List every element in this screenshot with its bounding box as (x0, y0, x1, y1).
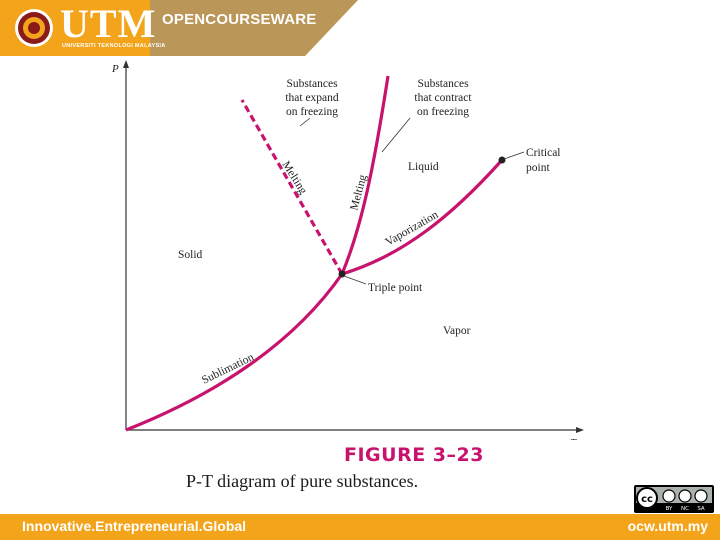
contract-label-2: that contract (414, 92, 472, 104)
contract-label-1: Substances (417, 78, 469, 90)
header-bar: UTM UNIVERSITI TEKNOLOGI MALAYSIA OPENCO… (0, 0, 720, 56)
expand-leader (299, 117, 311, 127)
footer-tagline: Innovative.Entrepreneurial.Global (22, 518, 247, 534)
sublimation-curve (125, 273, 344, 432)
melting-curve-expand (240, 99, 344, 275)
vaporization-curve (341, 158, 504, 276)
utm-seal-icon (15, 9, 53, 47)
critical-label-1: Critical (526, 147, 561, 159)
header-gray-shape (150, 0, 358, 56)
cc-sa-text: SA (697, 506, 705, 512)
diagram-labels: Substances that expand on freezing Subst… (178, 78, 561, 387)
t-axis-label: T (570, 437, 577, 440)
figure-title: FIGURE 3–23 (344, 444, 484, 466)
melting-curve-contract (340, 75, 390, 275)
contract-leader (381, 117, 411, 153)
cc-by-text: BY (666, 506, 673, 512)
expand-label-3: on freezing (286, 106, 338, 118)
sublimation-label: Sublimation (200, 351, 256, 387)
figure-caption: P-T diagram of pure substances. (186, 471, 419, 491)
cc-nc-text: NC (681, 506, 689, 512)
melting-dashed-label: Melting (279, 159, 309, 196)
liquid-label: Liquid (408, 161, 439, 173)
vapor-label: Vapor (443, 325, 471, 337)
t-axis-arrow (576, 427, 584, 433)
p-axis-arrow (123, 60, 129, 68)
footer-bar: Innovative.Entrepreneurial.Global ocw.ut… (0, 514, 720, 540)
logo-subtitle: UNIVERSITI TEKNOLOGI MALAYSIA (62, 43, 166, 49)
triple-point-marker (338, 270, 346, 278)
pt-diagram: P T Substances that expand on freezing S… (112, 60, 584, 440)
critical-label-2: point (526, 162, 550, 174)
critical-leader (503, 151, 525, 160)
triple-leader (343, 275, 367, 285)
footer-url[interactable]: ocw.utm.my (627, 518, 708, 534)
solid-label: Solid (178, 249, 203, 261)
header-title: OPENCOURSEWARE (162, 11, 317, 28)
svg-text:cc: cc (641, 494, 653, 505)
contract-label-3: on freezing (417, 106, 469, 118)
axes: P T (112, 60, 584, 440)
logo-text: UTM (60, 1, 157, 46)
creative-commons-by-nc-sa-icon[interactable]: cc BY NC SA (634, 485, 714, 513)
p-axis-label: P (112, 63, 119, 75)
phase-curves (125, 75, 504, 432)
critical-point-marker (498, 156, 506, 164)
expand-label-1: Substances (286, 78, 338, 90)
triple-point-label: Triple point (368, 282, 423, 294)
leader-lines (299, 117, 525, 285)
expand-label-2: that expand (285, 92, 339, 104)
header-band (0, 0, 358, 56)
